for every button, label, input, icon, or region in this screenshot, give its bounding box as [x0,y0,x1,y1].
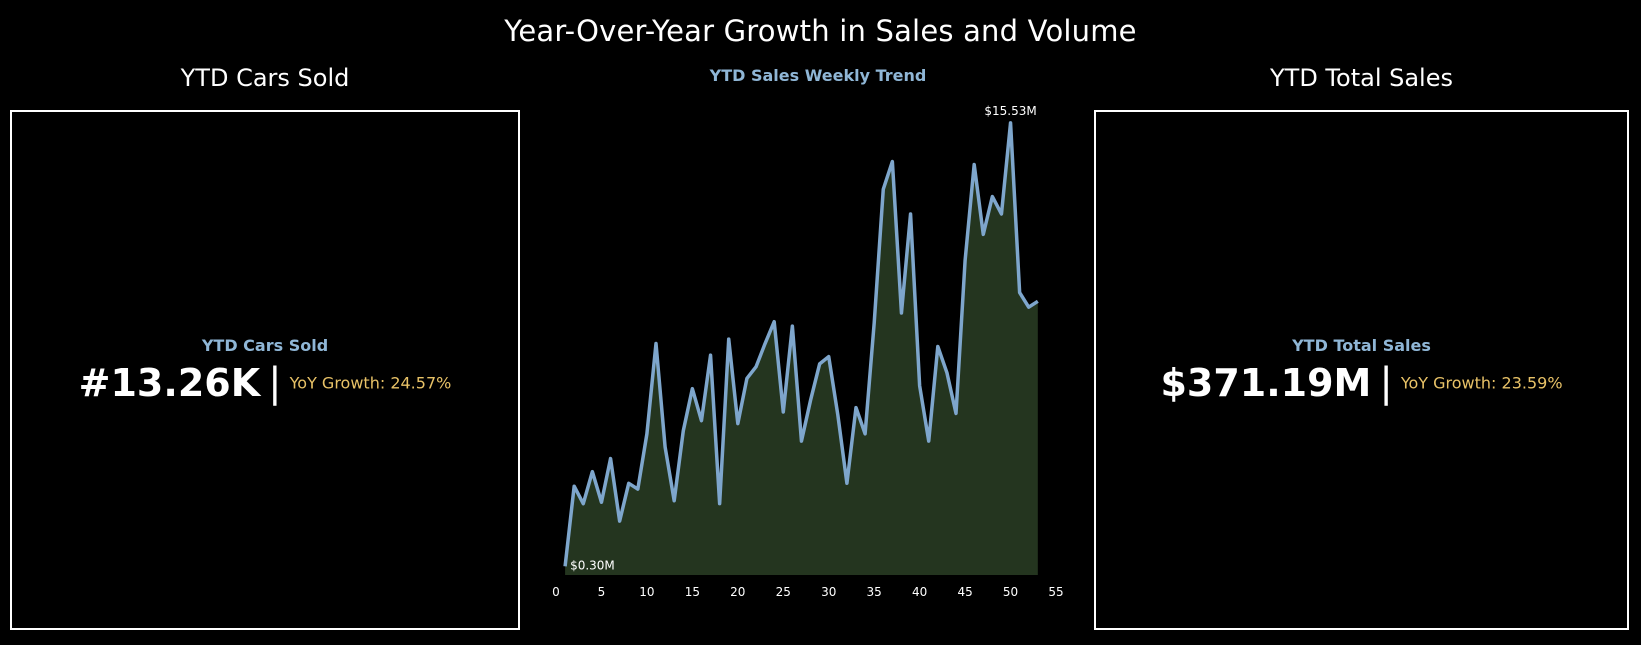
x-tick-label-55: 55 [1048,585,1063,599]
x-tick-label-15: 15 [685,585,700,599]
x-tick-label-10: 10 [639,585,654,599]
cars-sold-separator: | [268,360,282,406]
x-tick-label-0: 0 [552,585,560,599]
x-tick-label-5: 5 [598,585,606,599]
min-value-label: $0.30M [570,558,615,572]
x-tick-label-20: 20 [730,585,745,599]
total-sales-kpi-row: $371.19M | YoY Growth: 23.59% [1096,360,1627,406]
cars-sold-yoy-growth: YoY Growth: 24.57% [289,373,452,393]
max-value-label: $15.53M [984,104,1036,118]
page-title: Year-Over-Year Growth in Sales and Volum… [504,14,1137,48]
trend-area [565,122,1038,575]
x-tick-label-45: 45 [957,585,972,599]
chart-title: YTD Sales Weekly Trend [709,66,927,85]
total-sales-section-title: YTD Total Sales [1270,64,1453,92]
total-sales-separator: | [1379,360,1393,406]
x-tick-label-25: 25 [776,585,791,599]
cars-sold-section-title: YTD Cars Sold [180,64,350,92]
x-tick-label-35: 35 [867,585,882,599]
trend-line [563,121,1039,567]
cars-sold-kpi-row: #13.26K | YoY Growth: 24.57% [12,360,518,406]
cars-sold-panel: YTD Cars Sold #13.26K | YoY Growth: 24.57% [10,110,520,630]
total-sales-value: $371.19M [1160,361,1372,405]
x-tick-label-40: 40 [912,585,927,599]
total-sales-yoy-growth: YoY Growth: 23.59% [1400,373,1563,393]
total-sales-kpi-label: YTD Total Sales [1292,336,1431,355]
cars-sold-kpi-label: YTD Cars Sold [201,336,329,355]
x-tick-label-50: 50 [1003,585,1018,599]
x-tick-label-30: 30 [821,585,836,599]
sales-weekly-trend-chart: 0 5 10 15 20 25 30 35 40 45 50 55 $15.53M $0.30M [552,104,1063,599]
cars-sold-value: #13.26K [78,361,261,405]
total-sales-panel: YTD Total Sales $371.19M | YoY Growth: 23.… [1094,110,1629,630]
